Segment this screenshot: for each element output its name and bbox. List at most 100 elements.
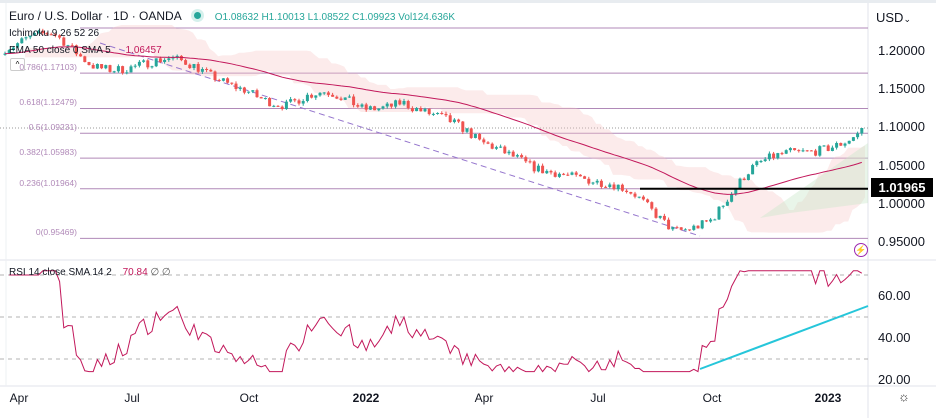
candle-body: [696, 225, 700, 229]
candle-body: [746, 174, 750, 181]
candle-body: [230, 82, 234, 84]
candle-body: [314, 95, 318, 98]
candle-body: [515, 155, 519, 157]
candle-body: [16, 43, 20, 48]
candle-body: [759, 161, 763, 163]
candle-body: [150, 66, 154, 68]
candle-body: [326, 92, 330, 95]
candle-body: [125, 72, 129, 74]
candle-body: [595, 180, 599, 183]
candle-body: [234, 83, 238, 90]
candle-body: [200, 69, 204, 72]
fib-label: 0(0.95469): [35, 227, 77, 238]
candle-body: [524, 157, 528, 162]
ema-label: EMA 50 close 0 SMA 5: [9, 45, 111, 56]
price-marker: 1.01965: [871, 178, 933, 197]
candle-body: [620, 184, 624, 191]
candle-body: [860, 128, 864, 134]
rsi-legend[interactable]: RSI 14 close SMA 14 2 70.84 ∅ ∅: [9, 267, 171, 278]
ema-legend[interactable]: EMA 50 close 0 SMA 5 1.06457: [9, 45, 162, 56]
candle-body: [385, 103, 389, 107]
candle-body: [171, 57, 175, 59]
settings-gear-icon[interactable]: ☼: [898, 389, 910, 404]
candle-body: [738, 178, 742, 189]
candle-body: [146, 60, 150, 68]
candle-body: [536, 165, 540, 172]
candle-body: [511, 151, 515, 157]
candle-body: [427, 108, 431, 115]
candle-body: [742, 178, 746, 181]
candle-body: [578, 174, 582, 177]
candle-body: [415, 108, 419, 112]
candle-body: [440, 112, 444, 114]
candle-body: [692, 225, 696, 230]
candle-body: [175, 55, 179, 58]
candle-body: [549, 170, 553, 173]
candle-body: [394, 100, 398, 107]
candle-body: [297, 100, 301, 104]
candle-body: [557, 173, 561, 177]
candle-body: [473, 133, 477, 138]
candle-body: [37, 30, 41, 34]
candle-body: [700, 220, 704, 229]
symbol-title[interactable]: Euro / U.S. Dollar · 1D · OANDA: [9, 9, 182, 23]
candle-body: [604, 186, 608, 188]
currency-label: USD: [876, 10, 904, 25]
candle-body: [436, 112, 440, 114]
price-tick: 1.20000: [878, 43, 925, 58]
candle-body: [398, 100, 402, 105]
candle-body: [801, 150, 805, 152]
candle-body: [179, 55, 183, 61]
candle-body: [133, 65, 137, 67]
candle-body: [616, 184, 620, 190]
rsi-trend-line: [699, 305, 869, 370]
candle-body: [461, 121, 465, 132]
candle-body: [263, 98, 267, 100]
candle-body: [276, 105, 280, 107]
fib-label: 0.382(1.05983): [19, 147, 77, 158]
candle-body: [431, 113, 435, 115]
price-tick: 0.95000: [878, 234, 925, 249]
candle-body: [717, 206, 721, 220]
candle-body: [772, 153, 776, 159]
candle-body: [255, 90, 259, 98]
candle-body: [452, 119, 456, 123]
candle-body: [553, 172, 557, 177]
currency-selector[interactable]: USD⌄: [876, 10, 911, 25]
candle-body: [259, 97, 263, 99]
candle-body: [53, 34, 57, 36]
candle-body: [851, 137, 855, 141]
candle-body: [532, 161, 536, 172]
chart-canvas[interactable]: [0, 3, 936, 418]
candle-body: [289, 99, 293, 102]
candle-body: [763, 159, 767, 162]
candle-body: [104, 65, 108, 69]
collapse-button[interactable]: ^: [10, 58, 25, 71]
candle-body: [503, 146, 507, 154]
candle-body: [322, 92, 326, 94]
lightning-icon[interactable]: ⚡: [854, 243, 868, 257]
candle-body: [793, 148, 797, 151]
candle-body: [675, 227, 679, 229]
candle-body: [49, 34, 53, 36]
candle-body: [662, 215, 666, 220]
volume: Vol124.636K: [398, 12, 455, 23]
candle-body: [381, 106, 385, 109]
market-status-icon: [194, 12, 202, 19]
ichimoku-cloud-bull: [760, 143, 868, 218]
candle-body: [100, 64, 104, 69]
candle-body: [58, 35, 62, 38]
candle-body: [70, 45, 74, 47]
candle-body: [704, 220, 708, 222]
candle-body: [457, 119, 461, 122]
candle-body: [331, 94, 335, 97]
ohlc-low: L1.08522: [307, 12, 350, 23]
candle-body: [688, 229, 692, 231]
fib-label: 0.236(1.01964): [19, 177, 77, 188]
ohlc-close: C1.09923: [352, 12, 396, 23]
ichimoku-legend[interactable]: Ichimoku 9 26 52 26: [9, 28, 100, 39]
candle-body: [347, 96, 351, 98]
candle-body: [767, 153, 771, 160]
candle-body: [612, 184, 616, 190]
candle-body: [192, 63, 196, 69]
